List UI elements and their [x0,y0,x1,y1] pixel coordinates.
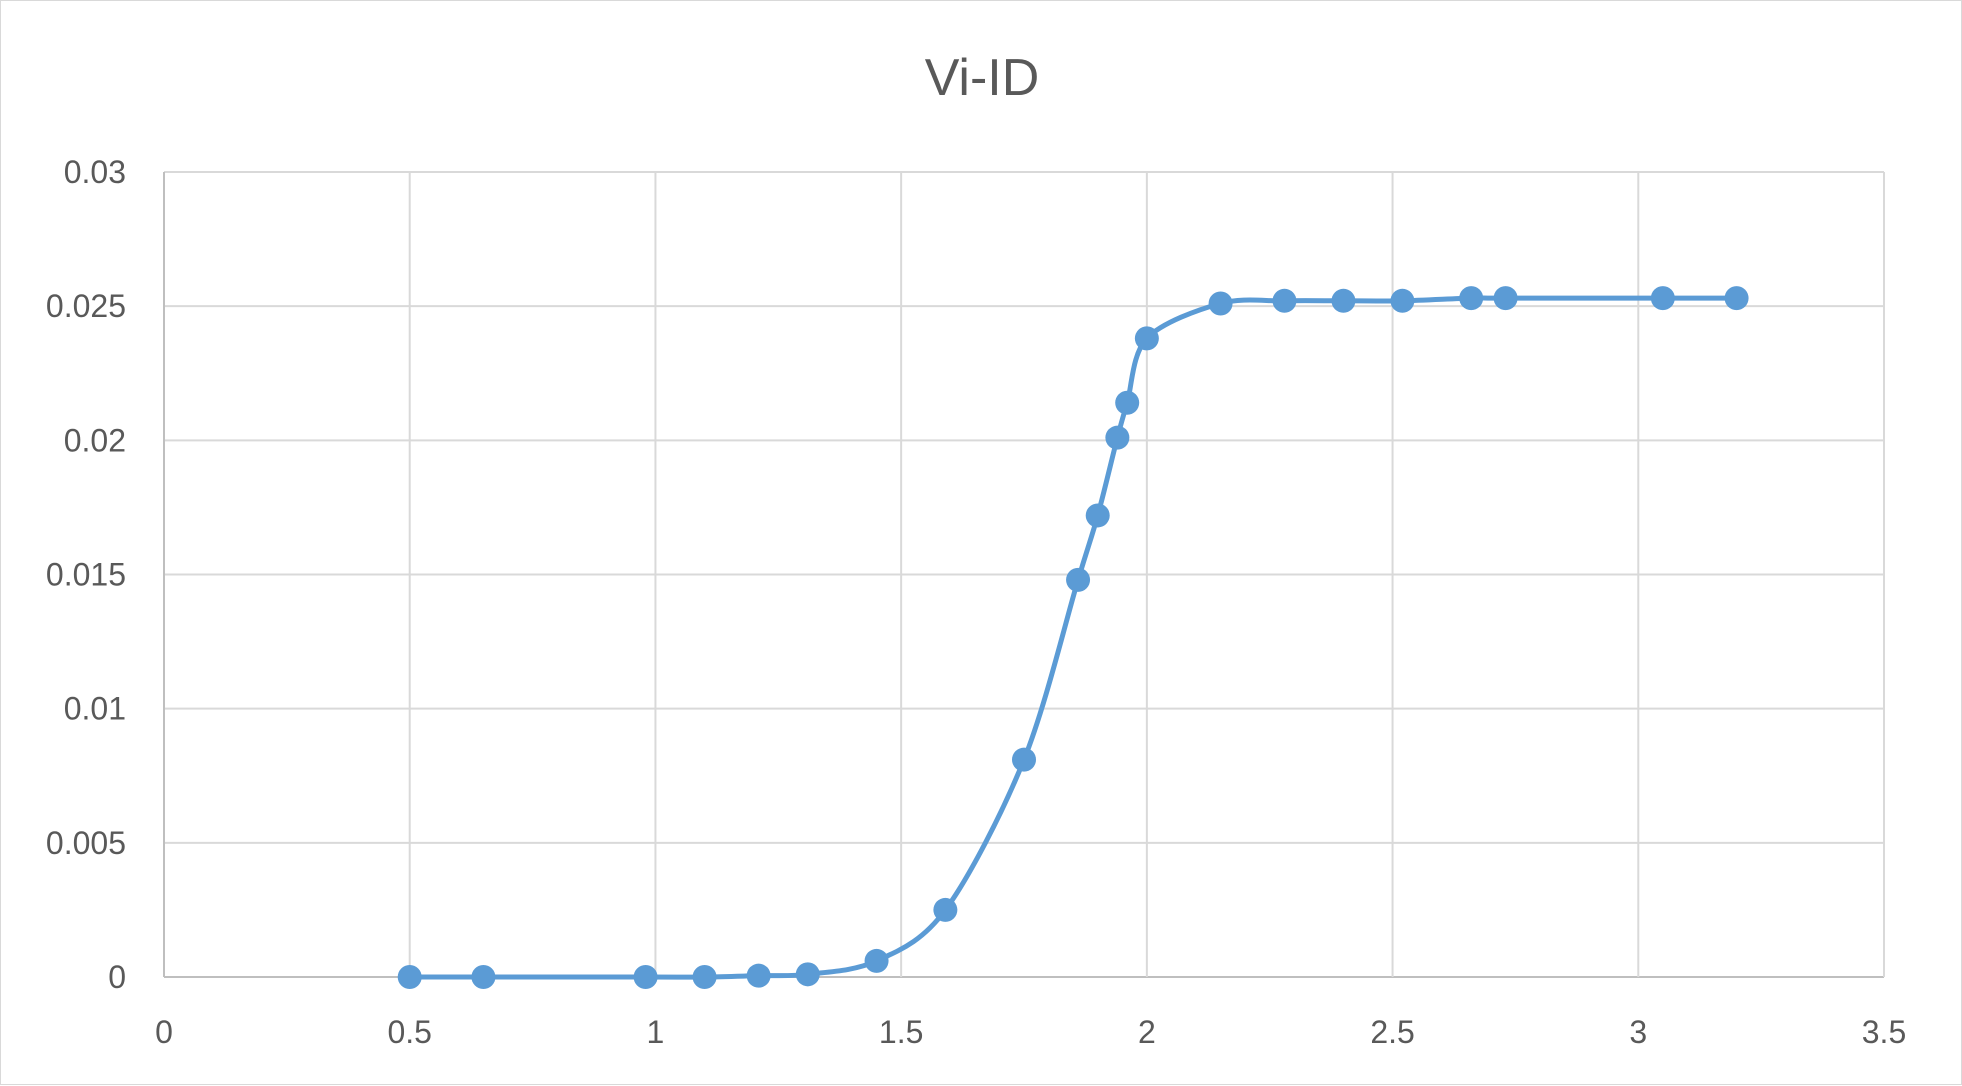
series-line [409,295,1737,980]
x-tick-label: 3 [1629,1014,1647,1050]
data-point [1105,425,1130,450]
data-point [1650,286,1675,311]
data-point [795,962,820,987]
y-tick-label: 0.02 [64,422,126,458]
data-point [692,965,717,989]
data-point [1066,567,1091,592]
series-layer [397,286,1749,989]
data-point [746,963,771,988]
data-point [1272,288,1297,313]
x-tick-label: 0 [155,1014,173,1050]
data-point [1493,286,1518,311]
y-tick-label: 0.03 [64,154,126,190]
x-tick-label: 1.5 [879,1014,923,1050]
y-tick-label: 0.005 [46,825,126,861]
y-axis-ticks: 0 0.005 0.01 0.015 0.02 0.025 0.03 [46,154,126,995]
x-axis-ticks: 0 0.5 1 1.5 2 2.5 3 3.5 [155,1014,1906,1050]
data-point [933,897,958,922]
data-point [1724,286,1749,311]
y-tick-label: 0.025 [46,288,126,324]
chart-title: Vi-ID [925,49,1040,107]
y-tick-label: 0.015 [46,557,126,593]
grid-lines [163,171,1885,978]
data-point [1115,390,1140,415]
x-tick-label: 0.5 [387,1014,431,1050]
data-point [1134,326,1159,351]
x-tick-label: 3.5 [1862,1014,1906,1050]
data-point [1085,503,1110,528]
data-point [1390,288,1415,313]
data-point [1331,288,1356,313]
y-tick-label: 0.01 [64,691,126,727]
x-tick-label: 2 [1138,1014,1156,1050]
data-point [1459,286,1484,311]
x-tick-label: 1 [647,1014,665,1050]
data-point [1012,747,1036,772]
data-point [1208,291,1233,316]
y-tick-label: 0 [108,959,126,995]
data-point [633,965,658,989]
x-tick-label: 2.5 [1370,1014,1414,1050]
data-point [864,948,889,973]
data-point [471,965,496,989]
data-point [397,965,422,989]
